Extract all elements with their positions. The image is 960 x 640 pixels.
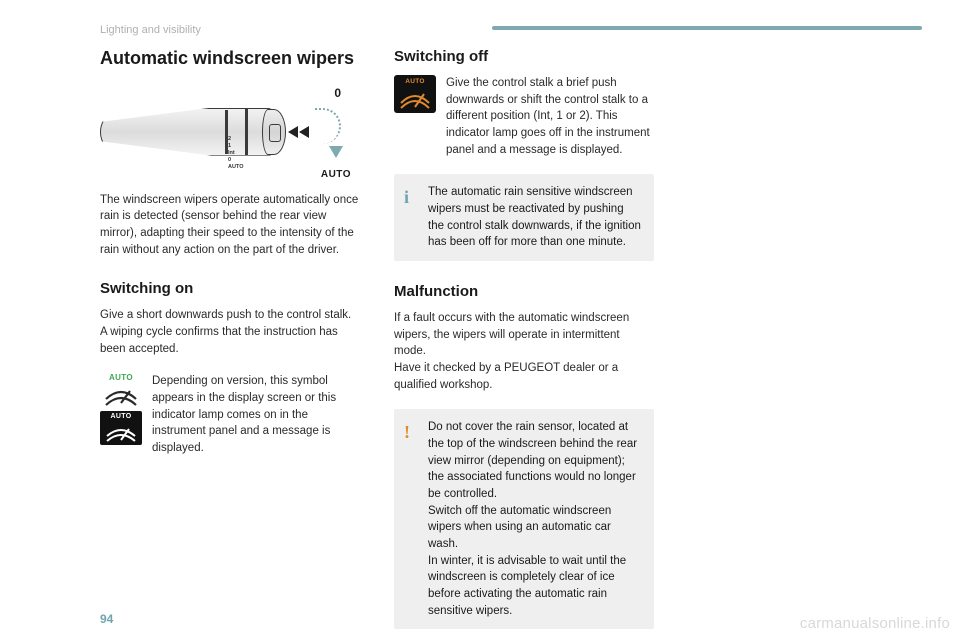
warning-note: ! Do not cover the rain sensor, located … [394, 409, 654, 629]
page: Lighting and visibility Automatic windsc… [0, 0, 960, 640]
info-note: i The automatic rain sensitive windscree… [394, 174, 654, 261]
intro-text: The windscreen wipers operate automatica… [100, 192, 360, 259]
switching-on-icon-text: Depending on version, this symbol appear… [152, 373, 360, 456]
warning-note-text: In winter, it is advisable to wait until… [428, 555, 626, 617]
page-number: 94 [100, 612, 113, 626]
icon-label: AUTO [394, 78, 436, 85]
malfunction-para: If a fault occurs with the automatic win… [394, 310, 654, 360]
switching-on-para: Give a short downwards push to the contr… [100, 307, 360, 324]
watermark: carmanualsonline.info [800, 615, 950, 632]
auto-wiper-black-icon: AUTO [100, 411, 142, 445]
stalk-ring [245, 109, 248, 155]
stalk-label-zero: 0 [334, 86, 341, 100]
stalk-label-auto: AUTO [321, 169, 351, 180]
stalk-diagram: 0 2 1 Int 0 AUTO AUTO [100, 86, 345, 178]
info-icon: i [404, 184, 409, 210]
switching-on-para: A wiping cycle confirms that the instruc… [100, 324, 360, 357]
column-2: Switching off AUTO Give the control stal… [394, 48, 654, 629]
auto-wiper-orange-icon: AUTO [394, 75, 436, 113]
accent-bar [492, 26, 922, 30]
warning-note-text: Switch off the automatic windscreen wipe… [428, 505, 611, 550]
stalk-push-arrow-icon [288, 126, 298, 138]
switching-off-row: AUTO Give the control stalk a brief push… [394, 75, 654, 158]
stalk-body: 2 1 Int 0 AUTO [100, 108, 280, 156]
info-note-text: The automatic rain sensitive windscreen … [428, 186, 641, 248]
malfunction-title: Malfunction [394, 283, 654, 300]
warning-icon: ! [404, 419, 410, 445]
stalk-position-labels: 2 1 Int 0 AUTO [228, 136, 243, 171]
column-1: Automatic windscreen wipers 0 2 1 Int 0 … [100, 48, 360, 629]
malfunction-para: Have it checked by a PEUGEOT dealer or a… [394, 360, 654, 393]
column-3 [688, 48, 898, 629]
wiper-icons: AUTO AUTO [100, 373, 142, 456]
switching-on-icon-row: AUTO AUTO [100, 373, 360, 456]
stalk-tip [262, 109, 286, 155]
switching-off-title: Switching off [394, 48, 654, 65]
auto-wiper-green-icon: AUTO [100, 373, 142, 407]
stalk-shaft [100, 108, 280, 156]
stalk-motion-arrow-icon [305, 106, 347, 160]
icon-label: AUTO [100, 373, 142, 382]
switching-on-title: Switching on [100, 280, 360, 297]
warning-note-text: Do not cover the rain sensor, located at… [428, 421, 637, 500]
columns: Automatic windscreen wipers 0 2 1 Int 0 … [100, 48, 920, 629]
main-title: Automatic windscreen wipers [100, 48, 360, 70]
icon-label: AUTO [100, 413, 142, 420]
switching-off-text: Give the control stalk a brief push down… [446, 75, 654, 158]
